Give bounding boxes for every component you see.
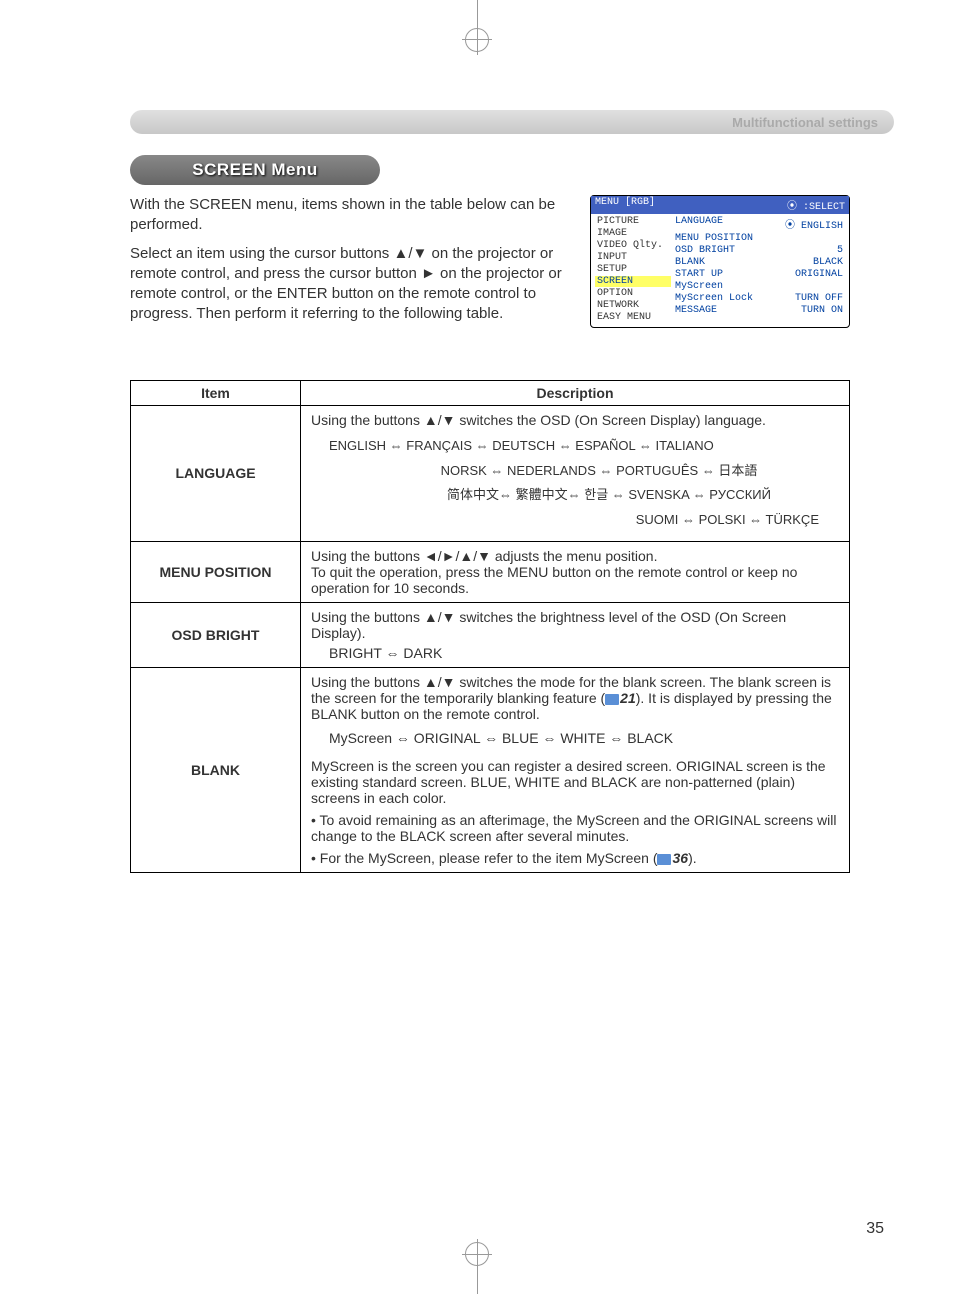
desc-blank: Using the buttons ▲/▼ switches the mode …	[301, 667, 850, 872]
section-header: Multifunctional settings	[130, 110, 894, 134]
osd-left-item: PICTURE	[595, 216, 671, 227]
page-number: 35	[866, 1220, 884, 1238]
menu-title: SCREEN Menu	[192, 160, 317, 180]
osd-body: PICTUREIMAGEVIDEO Qlty.INPUTSETUPSCREENO…	[591, 214, 849, 327]
osd-right-row: BLANKBLACK	[675, 257, 849, 268]
osd-right-row: START UPORIGINAL	[675, 269, 849, 280]
th-desc: Description	[301, 381, 850, 406]
osd-right-row: MENU POSITION	[675, 233, 849, 244]
osd-left-item: EASY MENU	[595, 312, 671, 323]
table-row: LANGUAGE Using the buttons ▲/▼ switches …	[131, 406, 850, 542]
item-menuposition: MENU POSITION	[131, 541, 301, 602]
osdbright-intro: Using the buttons ▲/▼ switches the brigh…	[311, 609, 839, 641]
lang-line-3: 简体中文⇔ 繁體中文⇔ 한글 ⇔ SVENSKA ⇔ РУССКИЙ	[329, 483, 829, 508]
osd-right-row: MESSAGETURN ON	[675, 305, 849, 316]
desc-menuposition: Using the buttons ◄/►/▲/▼ adjusts the me…	[301, 541, 850, 602]
item-blank: BLANK	[131, 667, 301, 872]
blank-bullet1: • To avoid remaining as an afterimage, t…	[311, 812, 839, 844]
item-language: LANGUAGE	[131, 406, 301, 542]
osd-title-right: ⦿ :SELECT	[787, 197, 845, 213]
lang-line-4: SUOMI ⇔ POLSKI ⇔ TÜRKÇE	[329, 508, 829, 533]
osd-left-item: SCREEN	[595, 276, 671, 287]
intro-text: With the SCREEN menu, items shown in the…	[130, 195, 570, 333]
blank-mid: MyScreen is the screen you can register …	[311, 758, 839, 806]
blank-bullet2: • For the MyScreen, please refer to the …	[311, 850, 839, 866]
lang-line-1: ENGLISH ⇔ FRANÇAIS ⇔ DEUTSCH ⇔ ESPAÑOL ⇔…	[329, 434, 829, 459]
osd-right-row: MyScreen LockTURN OFF	[675, 293, 849, 304]
osd-left-item: VIDEO Qlty.	[595, 240, 671, 251]
intro-p1: With the SCREEN menu, items shown in the…	[130, 195, 570, 236]
table-row: MENU POSITION Using the buttons ◄/►/▲/▼ …	[131, 541, 850, 602]
osd-left-column: PICTUREIMAGEVIDEO Qlty.INPUTSETUPSCREENO…	[591, 216, 671, 323]
section-label: Multifunctional settings	[732, 115, 878, 130]
osd-right-row: LANGUAGE⦿ ENGLISH	[675, 216, 849, 232]
ref-21: 21	[620, 690, 636, 706]
blank-bullet2a: • For the MyScreen, please refer to the …	[311, 850, 657, 866]
table-row: BLANK Using the buttons ▲/▼ switches the…	[131, 667, 850, 872]
ref-36: 36	[672, 850, 688, 866]
crop-mark-bottom	[457, 1239, 497, 1294]
table-row: OSD BRIGHT Using the buttons ▲/▼ switche…	[131, 602, 850, 667]
osd-right-row: MyScreen	[675, 281, 849, 292]
osdbright-options: BRIGHT ⇔ DARK	[311, 641, 839, 661]
osd-right-column: LANGUAGE⦿ ENGLISHMENU POSITIONOSD BRIGHT…	[671, 216, 849, 323]
book-icon	[605, 694, 619, 705]
book-icon	[657, 854, 671, 865]
page-content: Multifunctional settings SCREEN Menu Wit…	[0, 0, 954, 140]
language-intro: Using the buttons ▲/▼ switches the OSD (…	[311, 412, 839, 428]
desc-language: Using the buttons ▲/▼ switches the OSD (…	[301, 406, 850, 542]
desc-osdbright: Using the buttons ▲/▼ switches the brigh…	[301, 602, 850, 667]
blank-options: MyScreen ⇔ ORIGINAL ⇔ BLUE ⇔ WHITE ⇔ BLA…	[311, 722, 839, 758]
osd-right-row: OSD BRIGHT5	[675, 245, 849, 256]
osd-left-item: INPUT	[595, 252, 671, 263]
osd-left-item: IMAGE	[595, 228, 671, 239]
screen-menu-table: Item Description LANGUAGE Using the butt…	[130, 380, 850, 873]
crop-cross-bottom	[462, 1254, 492, 1255]
osd-left-item: SETUP	[595, 264, 671, 275]
osd-left-item: OPTION	[595, 288, 671, 299]
th-item: Item	[131, 381, 301, 406]
blank-bullet2b: ).	[688, 850, 697, 866]
item-osdbright: OSD BRIGHT	[131, 602, 301, 667]
table-header-row: Item Description	[131, 381, 850, 406]
lang-line-2: NORSK ⇔ NEDERLANDS ⇔ PORTUGUÊS ⇔ 日本語	[329, 459, 829, 484]
osd-menu-preview: MENU [RGB] ⦿ :SELECT PICTUREIMAGEVIDEO Q…	[590, 195, 850, 328]
intro-p2: Select an item using the cursor buttons …	[130, 244, 570, 325]
language-flow: ENGLISH ⇔ FRANÇAIS ⇔ DEUTSCH ⇔ ESPAÑOL ⇔…	[329, 434, 829, 533]
osd-title-bar: MENU [RGB] ⦿ :SELECT	[591, 196, 849, 214]
menu-title-pill: SCREEN Menu	[130, 155, 380, 185]
osd-left-item: NETWORK	[595, 300, 671, 311]
osd-title-left: MENU [RGB]	[595, 197, 655, 213]
